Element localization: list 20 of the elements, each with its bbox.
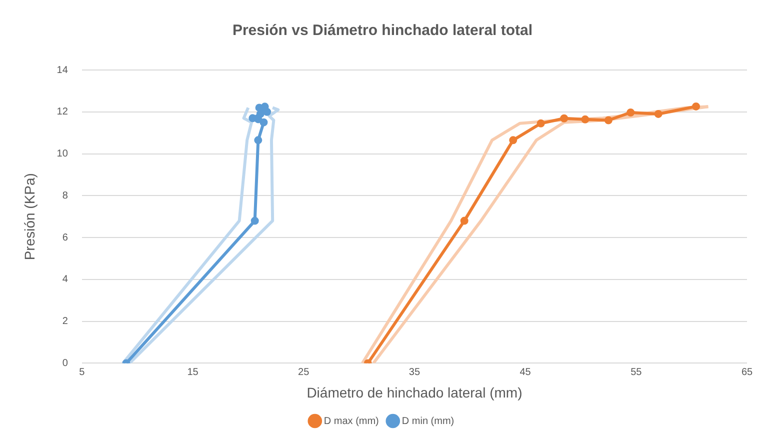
y-axis-title: Presión (KPa) <box>21 173 38 260</box>
x-tick-label: 5 <box>79 366 86 378</box>
y-tick-label: 12 <box>56 106 68 118</box>
x-axis-title: Diámetro de hinchado lateral (mm) <box>306 384 522 400</box>
x-tick-label: 35 <box>408 366 420 378</box>
y-tick-label: 10 <box>56 148 68 160</box>
y-tick-label: 14 <box>56 64 68 76</box>
legend-label: D min (mm) <box>402 416 454 427</box>
x-tick-label: 45 <box>520 366 532 378</box>
y-tick-label: 0 <box>62 358 68 369</box>
x-tick-label: 55 <box>630 366 642 378</box>
y-tick-label: 6 <box>62 232 68 244</box>
y-tick-label: 2 <box>62 316 68 328</box>
x-tick-label: 25 <box>298 366 310 378</box>
x-tick-label: 65 <box>741 366 753 378</box>
x-tick-label: 15 <box>187 366 199 378</box>
y-tick-label: 8 <box>62 190 68 202</box>
legend-label: D max (mm) <box>324 416 379 427</box>
chart-title: Presión vs Diámetro hinchado lateral total <box>232 22 533 40</box>
y-tick-label: 4 <box>62 274 68 286</box>
